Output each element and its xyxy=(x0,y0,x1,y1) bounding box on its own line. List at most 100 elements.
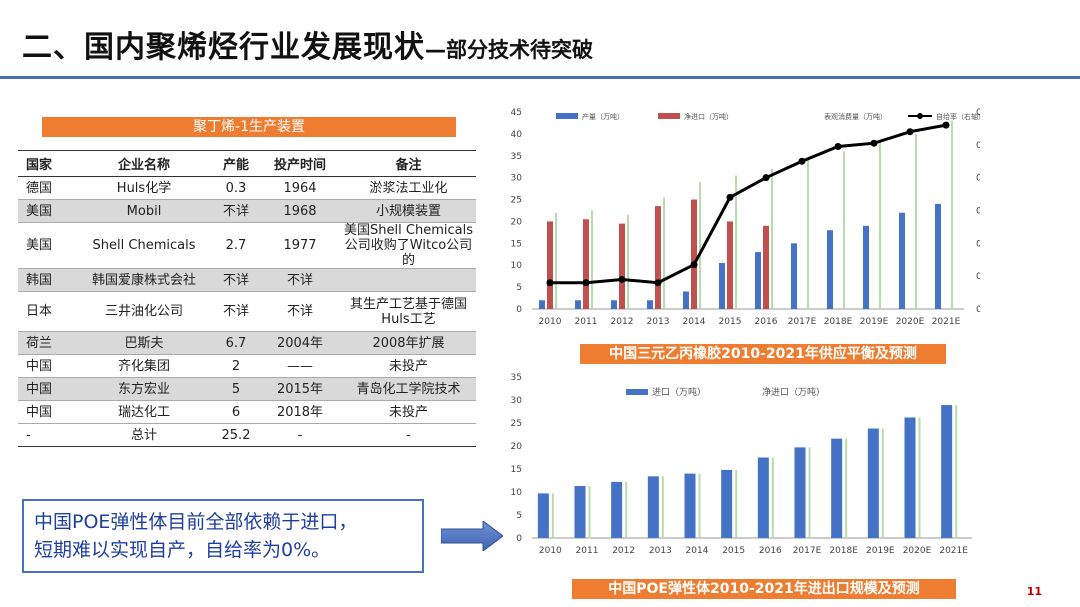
legend-swatch xyxy=(658,113,680,119)
cell-start-time: 不详 xyxy=(259,268,341,292)
cell-company: 齐化集团 xyxy=(75,354,213,378)
legend-label: 净进口（万吨） xyxy=(762,386,825,398)
y2-tick-label: 0.6 xyxy=(976,108,980,118)
y-tick-label: 5 xyxy=(516,283,522,293)
bar-1-2013 xyxy=(655,206,661,309)
cell-company: 总计 xyxy=(75,423,213,447)
header-country: 国家 xyxy=(18,150,75,177)
x-tick-label: 2010 xyxy=(539,317,562,327)
cell-country: 荷兰 xyxy=(18,331,75,355)
x-tick-label: 2012 xyxy=(611,317,634,327)
table-row: 美国 Mobil 不详 1968 小规模装置 xyxy=(18,199,476,223)
bar-1-2016 xyxy=(771,457,774,538)
cell-start-time: —— xyxy=(259,354,341,378)
legend-label: 自给率（右轴） xyxy=(936,112,980,121)
x-tick-label: 2014 xyxy=(683,317,706,327)
bar-1-2011 xyxy=(583,219,589,309)
legend-label: 产量（万吨） xyxy=(582,112,624,121)
cell-remarks: 未投产 xyxy=(341,354,476,378)
bar-0-2012 xyxy=(611,300,617,309)
cell-capacity: 不详 xyxy=(213,268,259,292)
bar-0-2012 xyxy=(611,481,623,538)
table-row: 中国 瑞达化工 6 2018年 未投产 xyxy=(18,400,476,424)
bar-0-2019E xyxy=(867,428,879,538)
cell-capacity: 6.7 xyxy=(213,331,259,355)
cell-capacity: 25.2 xyxy=(213,423,259,447)
cell-country: 日本 xyxy=(18,291,75,332)
line-point-2011 xyxy=(582,279,590,287)
cell-company: 巴斯夫 xyxy=(75,331,213,355)
bar-0-2016 xyxy=(755,252,761,309)
table-row: 韩国 韩国爱康株式会社 不详 不详 xyxy=(18,268,476,292)
y-tick-label: 0 xyxy=(516,305,522,315)
y-tick-label: 35 xyxy=(511,152,522,162)
x-tick-label: 2018E xyxy=(824,317,853,327)
cell-country: - xyxy=(18,423,75,447)
y2-tick-label: 0.3 xyxy=(976,207,980,217)
table-row: 德国 Huls化学 0.3 1964 淤浆法工业化 xyxy=(18,176,476,200)
self-sufficiency-line xyxy=(550,123,947,285)
y2-tick-label: 0.5 xyxy=(976,141,980,151)
cell-country: 中国 xyxy=(18,354,75,378)
slide-title-sub: —部分技术待突破 xyxy=(425,38,593,62)
y-tick-label: 25 xyxy=(511,196,522,206)
callout-line-1: 中国POE弹性体目前全部依赖于进口， xyxy=(34,511,358,533)
bar-0-2021E xyxy=(935,203,941,309)
y2-tick-label: 0.2 xyxy=(976,239,980,249)
x-tick-label: 2012 xyxy=(612,546,635,556)
y-tick-label: 20 xyxy=(511,442,523,452)
line-point-2017E xyxy=(798,157,806,165)
bar-0-2018E xyxy=(827,230,833,309)
bar-0-2016 xyxy=(757,457,769,538)
table-row: 中国 东方宏业 5 2015年 青岛化工学院技术 xyxy=(18,377,476,401)
line-point-2015 xyxy=(726,193,734,201)
bar-2-2013 xyxy=(663,197,665,309)
bar-0-2017E xyxy=(794,447,806,538)
bar-1-2011 xyxy=(588,486,591,538)
x-tick-label: 2013 xyxy=(649,546,672,556)
bar-2-2018E xyxy=(843,151,845,309)
slide-title: 二、国内聚烯烃行业发展现状—部分技术待突破 xyxy=(22,22,593,66)
bar-0-2010 xyxy=(537,493,549,538)
table-row: 中国 齐化集团 2 —— 未投产 xyxy=(18,354,476,378)
epdm-supply-chart: 0 5 10 15 20 25 30 35 40 45 0 0.1 0.2 0.3 0.4 0.5 0.6 201… xyxy=(511,108,980,327)
line-point-2021E xyxy=(942,121,950,129)
bar-2-2014 xyxy=(699,182,701,309)
poe-import-callout: 中国POE弹性体目前全部依赖于进口， 短期难以实现自产，自给率为0%。 xyxy=(22,499,424,573)
slide-title-main: 二、国内聚烯烃行业发展现状 xyxy=(22,30,425,65)
cell-remarks: 未投产 xyxy=(341,400,476,424)
bar-1-2010 xyxy=(547,221,553,309)
cell-remarks: 淤浆法工业化 xyxy=(341,176,476,200)
x-tick-label: 2019E xyxy=(866,546,895,556)
cell-country: 中国 xyxy=(18,400,75,424)
poe-import-chart: 0 5 10 15 20 25 30 35 2010 2011 2012 2013 2014 2015 20… xyxy=(511,373,972,556)
x-tick-label: 2021E xyxy=(939,546,968,556)
cell-start-time: 1977 xyxy=(259,222,341,269)
table-title-banner: 聚丁烯-1生产装置 xyxy=(42,117,456,137)
bar-0-2011 xyxy=(574,486,586,538)
bar-0-2015 xyxy=(721,469,733,538)
bar-1-2014 xyxy=(691,199,697,309)
bar-0-2017E xyxy=(791,243,797,309)
header-company: 企业名称 xyxy=(75,150,213,177)
x-tick-label: 2011 xyxy=(576,546,599,556)
cell-company: 东方宏业 xyxy=(75,377,213,401)
cell-company: 韩国爱康株式会社 xyxy=(75,268,213,292)
bar-2-2021E xyxy=(951,120,953,309)
bar-2-2010 xyxy=(555,212,557,309)
line-point-2020E xyxy=(906,128,914,136)
bar-1-2014 xyxy=(698,473,701,538)
cell-country: 德国 xyxy=(18,176,75,200)
y2-tick-label: 0 xyxy=(976,305,980,315)
cell-start-time: 2004年 xyxy=(259,331,341,355)
cell-capacity: 不详 xyxy=(213,199,259,223)
y-tick-label: 45 xyxy=(511,108,522,118)
bar-1-2021E xyxy=(955,405,958,538)
cell-company: Shell Chemicals xyxy=(75,222,213,269)
bar-2-2020E xyxy=(915,133,917,309)
cell-remarks: - xyxy=(341,423,476,447)
y-tick-label: 30 xyxy=(511,396,523,406)
cell-start-time: 不详 xyxy=(259,291,341,332)
bar-1-2017E xyxy=(808,447,811,538)
y-tick-label: 40 xyxy=(511,130,523,140)
